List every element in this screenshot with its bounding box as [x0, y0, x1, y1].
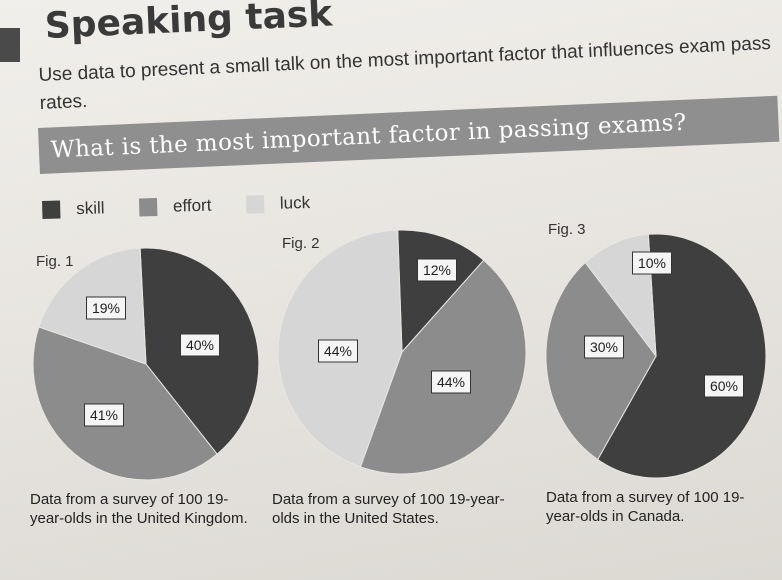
- slice-label-fig2-skill: 12%: [417, 258, 457, 282]
- svg-text:30%: 30%: [590, 339, 618, 355]
- svg-text:12%: 12%: [423, 262, 451, 278]
- pie-slice-fig3-skill: [597, 233, 767, 479]
- svg-text:41%: 41%: [90, 407, 118, 423]
- figure-title-3: Fig. 3: [548, 221, 586, 238]
- pie-slice-fig3-effort: [545, 261, 657, 461]
- slice-label-fig2-effort: 44%: [431, 370, 471, 394]
- svg-text:40%: 40%: [186, 337, 214, 353]
- pie-chart-fig-1: 40% 41% 19%: [32, 247, 260, 481]
- caption-fig-3: Data from a survey of 100 19-year-olds i…: [546, 489, 745, 525]
- pie-slice-fig1-effort: [32, 326, 218, 481]
- pie-chart-fig-2: 12% 44% 44%: [277, 229, 527, 475]
- slice-label-fig3-skill: 60%: [704, 374, 744, 398]
- svg-text:44%: 44%: [324, 343, 352, 359]
- caption-fig-2: Data from a survey of 100 19-year-olds i…: [272, 491, 505, 527]
- svg-text:10%: 10%: [638, 255, 666, 271]
- slice-label-fig1-skill: 40%: [180, 333, 220, 357]
- caption-fig-1: Data from a survey of 100 19-year-olds i…: [30, 491, 248, 527]
- svg-text:19%: 19%: [92, 300, 120, 316]
- slice-label-fig3-effort: 30%: [584, 335, 624, 359]
- slice-label-fig1-effort: 41%: [84, 403, 124, 427]
- slice-label-fig1-luck: 19%: [86, 296, 126, 320]
- slice-label-fig2-luck: 44%: [318, 339, 358, 363]
- figure-title-1: Fig. 1: [36, 253, 74, 270]
- slice-label-fig3-luck: 10%: [632, 251, 672, 275]
- svg-text:44%: 44%: [437, 374, 465, 390]
- pie-slice-fig2-effort: [359, 259, 527, 475]
- section-tab-marker: [0, 28, 20, 62]
- svg-text:60%: 60%: [710, 378, 738, 394]
- pie-chart-fig-3: 60% 30% 10%: [545, 233, 767, 479]
- figure-title-2: Fig. 2: [282, 235, 320, 252]
